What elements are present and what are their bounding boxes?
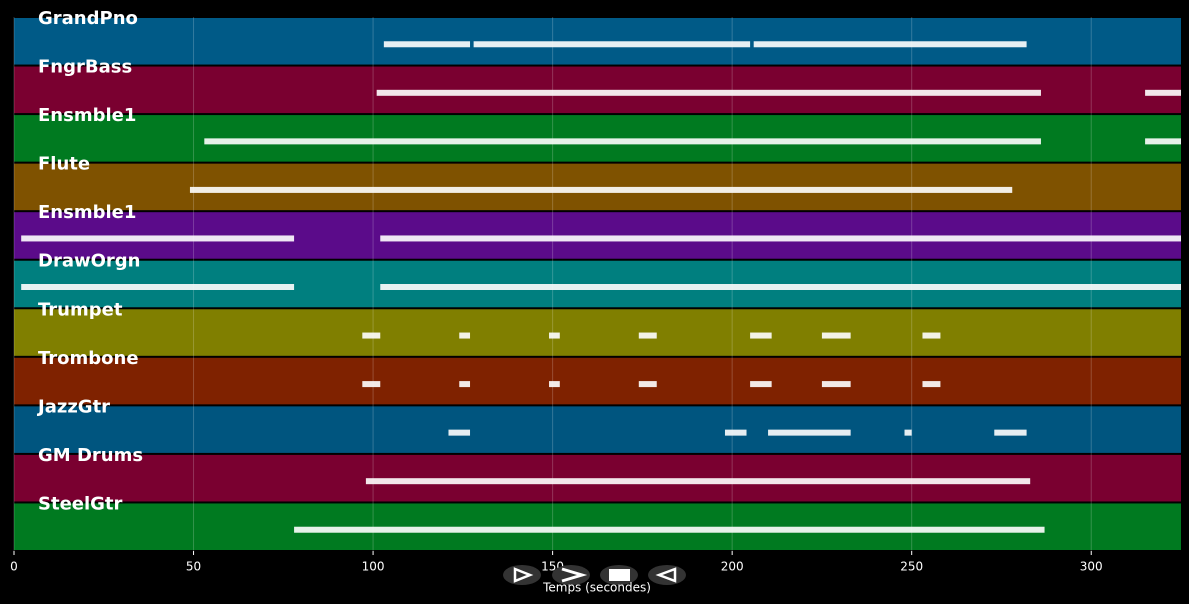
x-tick-label: 200 xyxy=(721,560,744,574)
back-button[interactable] xyxy=(648,565,686,585)
track-label: DrawOrgn xyxy=(38,251,140,272)
note-segment xyxy=(459,381,471,388)
note-segment xyxy=(380,284,1182,290)
track-row xyxy=(14,406,1181,453)
note-segment xyxy=(204,138,1041,145)
note-segment xyxy=(362,332,381,339)
track-label: Trumpet xyxy=(38,299,123,320)
note-segment xyxy=(922,332,941,339)
track-label: JazzGtr xyxy=(36,396,110,417)
note-segment xyxy=(750,332,772,339)
note-segment xyxy=(294,526,1045,533)
track-label: Flute xyxy=(38,154,90,175)
note-segment xyxy=(459,332,471,339)
playback-controls xyxy=(503,565,686,585)
note-segment xyxy=(448,429,471,436)
track-label: GM Drums xyxy=(38,445,143,466)
play-button[interactable] xyxy=(503,565,541,585)
forward-button[interactable] xyxy=(552,565,590,585)
note-segment xyxy=(638,381,657,388)
note-segment xyxy=(549,381,560,388)
track-row xyxy=(14,357,1181,405)
x-axis-label: Temps (secondes) xyxy=(542,581,651,595)
note-segment xyxy=(768,429,851,436)
track-label: GrandPno xyxy=(38,8,138,29)
note-segment xyxy=(21,284,295,290)
x-tick-label: 300 xyxy=(1080,560,1103,574)
note-segment xyxy=(1145,89,1181,96)
track-label: SteelGtr xyxy=(38,493,123,514)
track-row xyxy=(14,309,1181,356)
track-label: Ensmble1 xyxy=(38,105,136,126)
stop-button[interactable] xyxy=(600,565,638,585)
x-tick-label: 250 xyxy=(900,560,923,574)
track-label: FngrBass xyxy=(38,57,132,78)
note-segment xyxy=(922,381,941,388)
note-segment xyxy=(821,332,851,339)
x-tick-label: 100 xyxy=(362,560,385,574)
tracks: GrandPno FngrBass Ensmble1 Flute Ensmble1 Dra… xyxy=(10,8,1182,574)
note-segment xyxy=(994,429,1027,436)
note-segment xyxy=(724,429,747,436)
note-segment xyxy=(904,429,912,436)
track-label: Ensmble1 xyxy=(38,202,136,223)
note-segment xyxy=(638,332,657,339)
note-segment xyxy=(380,235,1182,242)
note-segment xyxy=(1145,138,1181,145)
track-label: Trombone xyxy=(38,348,139,369)
note-segment xyxy=(473,41,751,48)
note-segment xyxy=(376,89,1041,96)
note-segment xyxy=(21,235,295,242)
note-segment xyxy=(549,332,560,339)
note-segment xyxy=(383,41,471,48)
x-tick-label: 0 xyxy=(10,560,18,574)
x-tick-label: 50 xyxy=(186,560,201,574)
note-segment xyxy=(365,478,1031,485)
note-segment xyxy=(362,381,381,388)
note-segment xyxy=(189,186,1013,193)
note-segment xyxy=(750,381,772,388)
note-segment xyxy=(753,41,1027,48)
note-segment xyxy=(821,381,851,388)
